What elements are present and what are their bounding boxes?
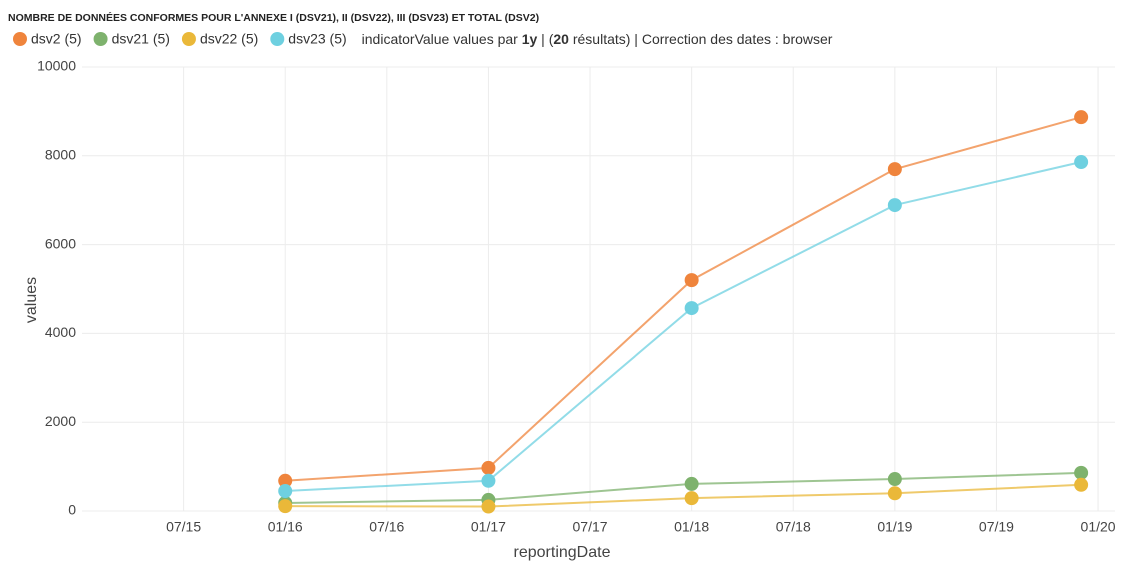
legend-label: dsv2 (5) <box>31 31 82 47</box>
x-tick-label: 07/16 <box>369 519 404 535</box>
data-point <box>1074 465 1089 480</box>
data-point <box>887 198 902 213</box>
legend-label: dsv23 (5) <box>288 31 346 47</box>
x-tick-label: 01/19 <box>877 519 912 535</box>
x-tick-label: 07/17 <box>573 519 608 535</box>
x-tick-label: 07/15 <box>166 519 201 535</box>
data-point <box>887 486 902 501</box>
subtitle-part: 20 <box>553 31 569 47</box>
legend-marker <box>270 32 285 46</box>
x-axis-label: reportingDate <box>514 544 611 561</box>
x-tick-label: 07/19 <box>979 519 1014 535</box>
data-point <box>481 499 496 514</box>
data-point <box>1074 110 1089 125</box>
data-point <box>278 499 293 514</box>
data-point <box>887 472 902 487</box>
y-tick-label: 8000 <box>45 147 76 163</box>
data-point <box>684 273 699 288</box>
series-line <box>285 116 1082 482</box>
x-tick-label: 07/18 <box>776 519 811 535</box>
subtitle-part: résultats) | Correction des dates : brow… <box>569 31 833 47</box>
subtitle-part: indicatorValue values par <box>362 31 522 47</box>
chart-title: NOMBRE DE DONNÉES CONFORMES POUR L'ANNEX… <box>8 11 539 24</box>
data-point <box>481 473 496 488</box>
data-point <box>684 476 699 491</box>
x-tick-label: 01/18 <box>674 519 709 535</box>
data-point <box>684 491 699 506</box>
y-axis-label: values <box>23 277 40 323</box>
y-tick-label: 2000 <box>45 413 76 429</box>
legend-marker <box>181 32 196 46</box>
series-line <box>285 483 1082 508</box>
data-point <box>278 473 293 488</box>
data-point <box>278 484 293 499</box>
y-tick-label: 0 <box>68 502 76 518</box>
y-tick-label: 4000 <box>45 324 76 340</box>
y-tick-label: 10000 <box>37 58 76 74</box>
data-point <box>887 162 902 177</box>
data-point <box>1074 155 1089 170</box>
data-point <box>1074 477 1089 492</box>
x-tick-label: 01/16 <box>268 519 303 535</box>
subtitle-part: | ( <box>537 31 553 47</box>
data-point <box>684 301 699 316</box>
legend-label: dsv21 (5) <box>112 31 170 47</box>
legend-marker <box>13 32 27 46</box>
subtitle: indicatorValue values par 1y | (20 résul… <box>362 31 833 47</box>
x-tick-label: 01/17 <box>471 519 506 535</box>
subtitle-part: 1y <box>522 31 538 47</box>
y-tick-label: 6000 <box>45 235 76 251</box>
legend-label: dsv22 (5) <box>200 31 258 47</box>
series-line <box>285 161 1082 493</box>
legend-marker <box>93 32 108 46</box>
x-tick-label: 01/20 <box>1081 519 1116 535</box>
data-point <box>481 460 496 475</box>
